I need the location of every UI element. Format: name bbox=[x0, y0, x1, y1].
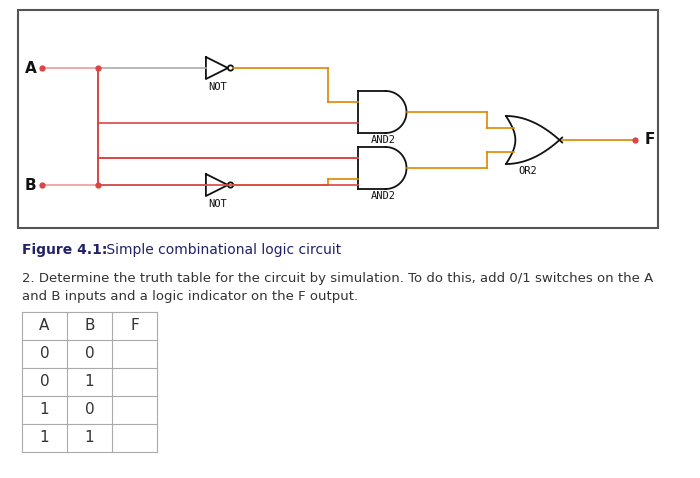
Text: AND2: AND2 bbox=[370, 191, 395, 201]
Text: A: A bbox=[25, 61, 36, 76]
Bar bbox=[18, 10, 658, 228]
Text: 2. Determine the truth table for the circuit by simulation. To do this, add 0/1 : 2. Determine the truth table for the cir… bbox=[22, 272, 653, 285]
Text: 1: 1 bbox=[85, 374, 95, 390]
Text: 0: 0 bbox=[40, 374, 49, 390]
Text: 1: 1 bbox=[85, 431, 95, 445]
Text: NOT: NOT bbox=[209, 82, 228, 92]
Text: 0: 0 bbox=[40, 347, 49, 361]
Text: Figure 4.1:: Figure 4.1: bbox=[22, 243, 107, 257]
Text: NOT: NOT bbox=[209, 199, 228, 209]
Text: OR2: OR2 bbox=[519, 166, 538, 176]
Text: B: B bbox=[25, 177, 36, 193]
Text: AND2: AND2 bbox=[370, 135, 395, 145]
Text: A: A bbox=[39, 318, 50, 334]
Text: F: F bbox=[645, 132, 655, 148]
Text: and B inputs and a logic indicator on the F output.: and B inputs and a logic indicator on th… bbox=[22, 290, 358, 303]
Text: 1: 1 bbox=[40, 402, 49, 417]
Text: B: B bbox=[84, 318, 95, 334]
Text: Simple combinational logic circuit: Simple combinational logic circuit bbox=[102, 243, 342, 257]
Text: F: F bbox=[130, 318, 139, 334]
Text: 1: 1 bbox=[40, 431, 49, 445]
Text: 0: 0 bbox=[85, 402, 95, 417]
Text: 0: 0 bbox=[85, 347, 95, 361]
